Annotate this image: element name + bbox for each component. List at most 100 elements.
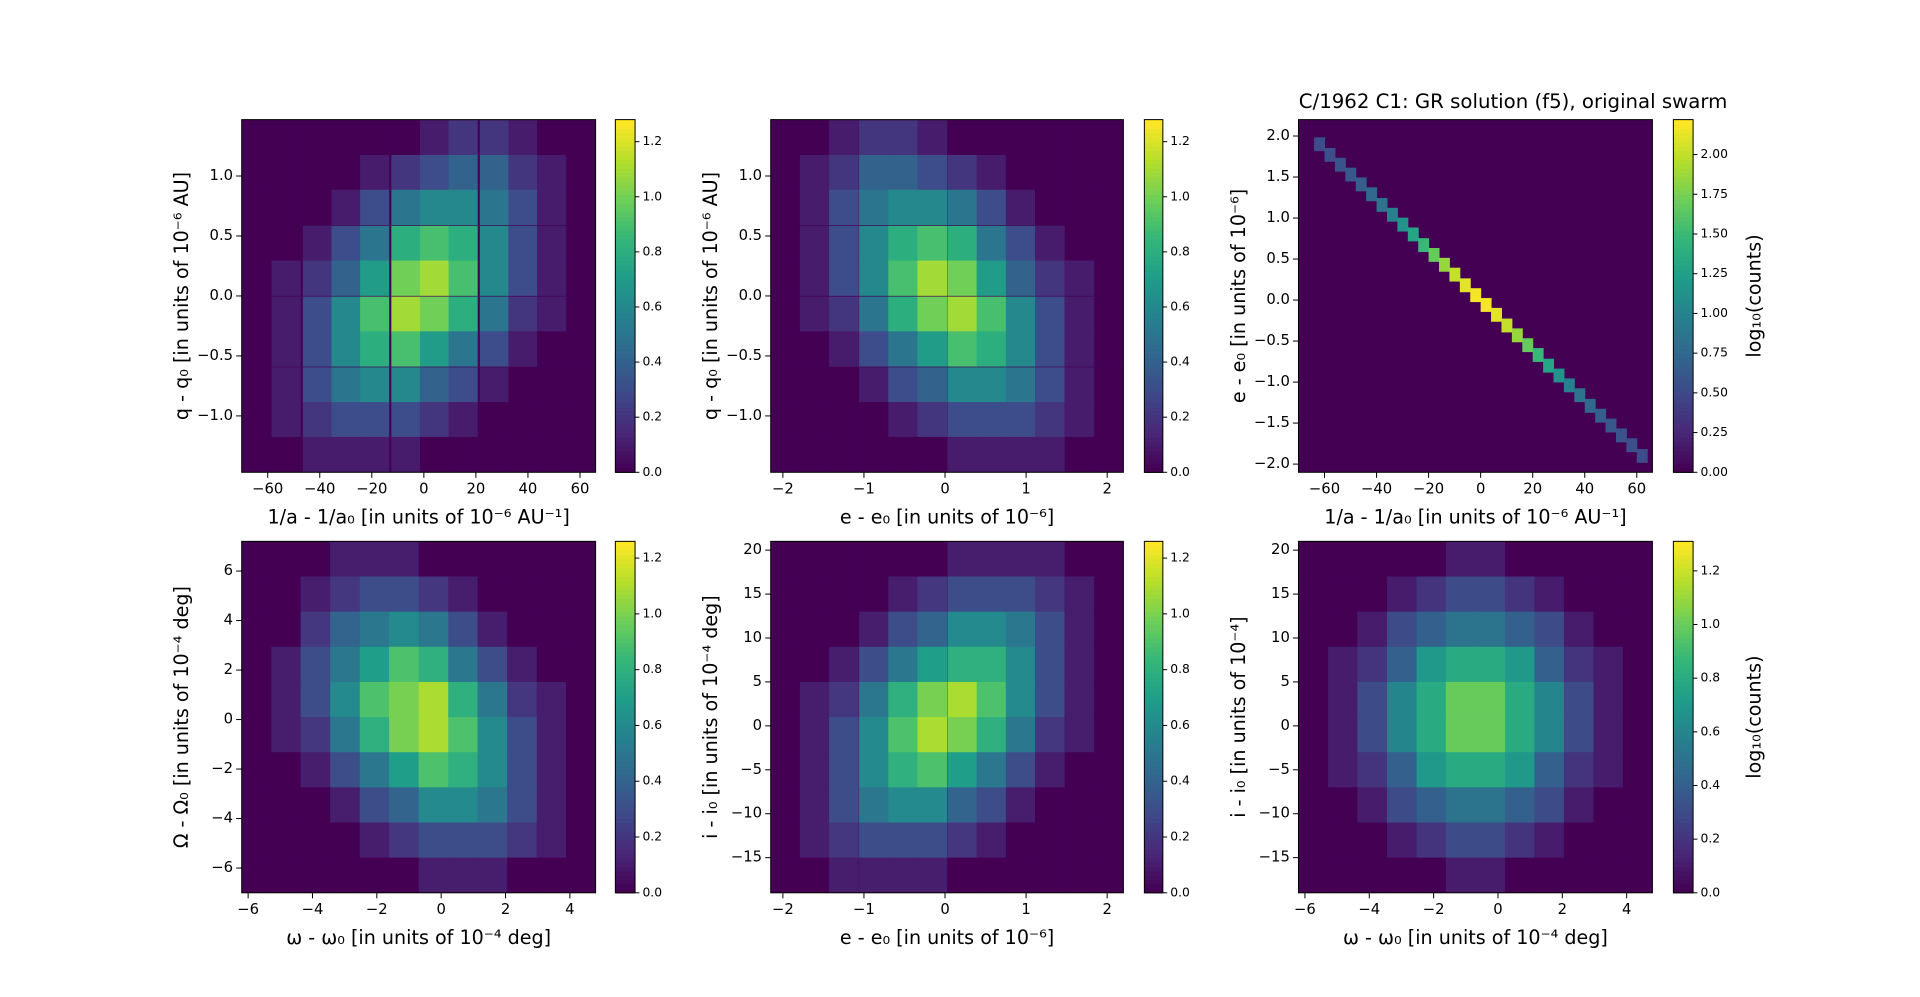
colorbar-tick-label: 0.8 <box>642 662 662 676</box>
colorbar-step <box>615 163 636 169</box>
colorbar-step <box>1144 774 1163 780</box>
hex-cell <box>976 367 1007 403</box>
colorbar-step <box>1673 778 1694 784</box>
colorbar-step <box>1144 752 1163 758</box>
colorbar-step <box>1144 247 1163 253</box>
x-tick-label: −60 <box>252 481 283 498</box>
colorbar-step <box>1144 463 1163 469</box>
hex-cell <box>1357 822 1388 859</box>
hex-cell <box>1357 541 1388 577</box>
hex-cell <box>419 331 450 367</box>
colorbar-step <box>1673 357 1694 363</box>
colorbar-step <box>615 313 636 319</box>
colorbar-step <box>1673 159 1694 165</box>
colorbar-frame <box>614 540 636 894</box>
colorbar-step <box>615 397 636 403</box>
colorbar-step <box>615 879 636 885</box>
hex-cell <box>418 576 449 613</box>
hex-cell <box>1505 857 1536 893</box>
hex-cell <box>947 576 978 613</box>
hex-cell <box>1622 541 1653 577</box>
colorbar-step <box>615 884 636 890</box>
hex-cell <box>1355 177 1367 192</box>
hex-cell <box>799 857 830 893</box>
colorbar-tick-label: 0.0 <box>1170 465 1190 479</box>
colorbar-step <box>1673 463 1694 469</box>
colorbar-step <box>1144 375 1163 381</box>
x-axis-label: 1/a - 1/a₀ [in units of 10⁻⁶ AU⁻¹] <box>1324 505 1626 528</box>
colorbar-step <box>1673 185 1694 191</box>
colorbar-tick-label: 0.6 <box>1170 299 1190 313</box>
hex-cell <box>508 296 538 332</box>
colorbar-step <box>615 221 636 227</box>
colorbar-step <box>615 353 636 359</box>
hex-cell <box>507 822 538 859</box>
hex-cell <box>330 646 361 683</box>
colorbar-step <box>1673 787 1694 793</box>
hex-cell <box>829 822 859 859</box>
colorbar-step <box>1673 348 1694 354</box>
colorbar-step <box>615 642 636 648</box>
colorbar-frame <box>1143 119 1164 473</box>
hex-cell <box>359 752 390 788</box>
hex-cell <box>947 402 978 438</box>
hex-cell <box>389 646 420 683</box>
colorbar-step <box>1673 831 1694 837</box>
y-tick-label: −6 <box>211 859 233 876</box>
colorbar-step <box>615 554 636 560</box>
colorbar-step <box>615 756 636 762</box>
hex-cell <box>566 541 596 577</box>
hex-cell <box>1475 541 1506 577</box>
colorbar-step <box>1673 743 1694 749</box>
colorbar-step <box>1144 800 1163 806</box>
colorbar-step <box>1144 677 1163 683</box>
hex-cell <box>1563 681 1595 718</box>
hex-cell <box>770 436 801 473</box>
hex-cell <box>799 225 830 262</box>
cells <box>770 120 1124 473</box>
colorbar-step <box>1673 203 1694 209</box>
y-tick-label: 0.5 <box>210 227 234 244</box>
colorbar-step <box>1144 278 1163 284</box>
hex-cell <box>302 155 332 191</box>
hex-cell <box>859 541 889 577</box>
colorbar-step <box>615 459 636 465</box>
hex-cell <box>799 296 830 332</box>
x-tick-label: 20 <box>1523 481 1542 498</box>
hex-cell <box>1005 717 1036 753</box>
colorbar-step <box>1673 256 1694 262</box>
colorbar-step <box>1144 392 1163 398</box>
colorbar-step <box>615 423 636 429</box>
hex-cell <box>1439 257 1450 272</box>
colorbar-step <box>615 137 636 143</box>
hex-cell <box>976 646 1007 683</box>
hex-cell <box>391 225 421 262</box>
hex-cell <box>1035 857 1065 893</box>
hex-cell <box>418 822 449 859</box>
hex-cell <box>1445 857 1476 893</box>
hex-cell <box>1328 822 1359 859</box>
hex-cell <box>1416 611 1447 648</box>
hex-cell <box>1534 787 1565 824</box>
colorbar-step <box>615 862 636 868</box>
hex-cell <box>300 787 331 824</box>
colorbar-step <box>615 616 636 622</box>
hex-cell <box>888 611 918 648</box>
hex-cell <box>829 717 859 753</box>
hex-cell <box>1505 787 1536 824</box>
hex-cell <box>1005 646 1036 683</box>
colorbar-step <box>1673 884 1694 890</box>
hex-cell <box>1593 822 1624 859</box>
hex-cell <box>1065 752 1095 788</box>
colorbar-step <box>1673 598 1694 604</box>
colorbar-step <box>1673 567 1694 573</box>
colorbar-step <box>1144 357 1163 363</box>
colorbar-step <box>1673 366 1694 372</box>
colorbar-step <box>1144 875 1163 881</box>
colorbar-step <box>615 800 636 806</box>
colorbar-step <box>1144 725 1163 731</box>
colorbar-step <box>615 659 636 665</box>
colorbar-step <box>1144 620 1163 626</box>
hex-cell <box>917 367 948 403</box>
x-tick-label: −20 <box>1413 481 1444 498</box>
